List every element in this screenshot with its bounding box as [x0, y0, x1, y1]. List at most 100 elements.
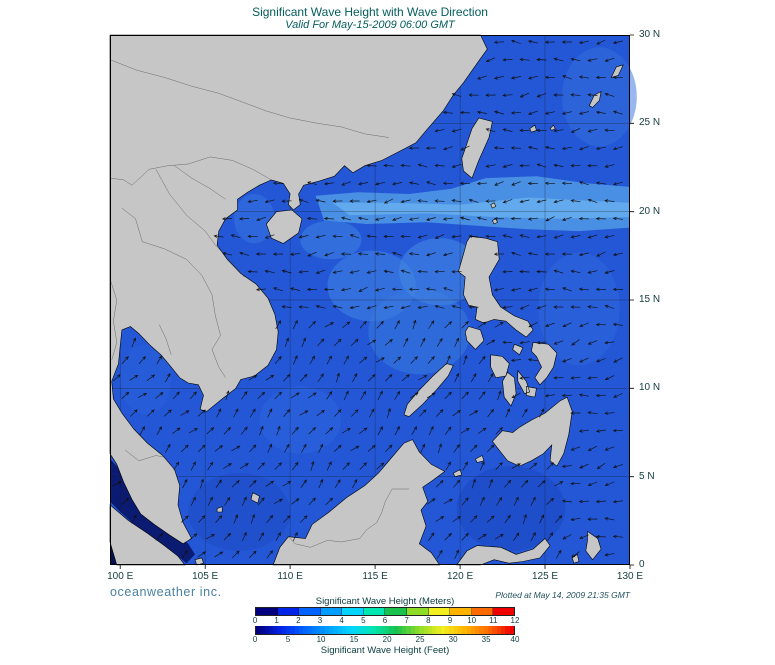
feet-colorbar-cell: [354, 626, 360, 634]
feet-colorbar-cell: [500, 626, 506, 634]
feet-colorbar-cell: [402, 626, 407, 634]
feet-colorbar-cell: [466, 626, 471, 634]
feet-colorbar-cell: [432, 626, 437, 634]
feet-colorbar-cell: [397, 626, 403, 634]
meters-tick: 10: [467, 616, 477, 625]
lat-label: 15 N: [639, 294, 661, 305]
feet-colorbar-cell: [406, 626, 411, 634]
feet-colorbar-cell: [479, 626, 484, 634]
borders-layer: [109, 59, 410, 548]
feet-colorbar: [255, 626, 515, 635]
feet-colorbar-cell: [470, 626, 476, 634]
meters-tick: 9: [447, 616, 453, 625]
feet-colorbar-cell: [286, 626, 291, 634]
lon-label: 120 E: [446, 571, 474, 582]
meters-tick: 7: [404, 616, 409, 625]
legend-feet-label: Significant Wave Height (Feet): [320, 645, 450, 656]
oceanweather-logo-text: oceanweather inc.: [110, 585, 222, 599]
feet-colorbar-cell: [380, 626, 385, 634]
land-layer: [109, 34, 624, 566]
meters-colorbar-cell: [363, 608, 386, 615]
feet-colorbar-cell: [367, 626, 373, 634]
feet-colorbar-cell: [414, 626, 420, 634]
feet-colorbar-cell: [496, 626, 501, 634]
feet-tick-labels: 0 5 10 15 20 25 30 35 40: [252, 635, 520, 645]
meters-colorbar-cell: [407, 608, 429, 615]
feet-colorbar-cell: [268, 626, 274, 634]
feet-colorbar-cell: [372, 626, 377, 634]
feet-colorbar-cell: [320, 626, 325, 634]
feet-colorbar-cell: [281, 626, 287, 634]
feet-colorbar-cell: [277, 626, 282, 634]
plotted-timestamp: Plotted at May 14, 2009 21:35 GMT: [495, 590, 630, 600]
feet-colorbar-cell: [311, 626, 317, 634]
meters-colorbar-cell: [450, 608, 472, 615]
meters-tick: 6: [382, 616, 388, 625]
feet-colorbar-cell: [260, 626, 265, 634]
feet-colorbar-cell: [440, 626, 446, 634]
feet-tick: 0: [252, 635, 258, 644]
feet-colorbar-cell: [264, 626, 269, 634]
feet-colorbar-cell: [303, 626, 308, 634]
meters-tick: 1: [274, 616, 279, 625]
feet-colorbar-cell: [384, 626, 390, 634]
meters-tick: 4: [339, 616, 344, 625]
meters-colorbar-cell: [428, 608, 451, 615]
feet-tick: 10: [316, 635, 326, 644]
map-frame: [110, 35, 630, 565]
feet-colorbar-cell: [350, 626, 355, 634]
lat-label: 20 N: [639, 205, 661, 217]
legend-meters-label: Significant Wave Height (Meters): [315, 596, 455, 607]
feet-colorbar-cell: [389, 626, 394, 634]
meters-tick: 5: [361, 616, 366, 625]
feet-colorbar-cell: [453, 626, 458, 634]
feet-colorbar-cell: [341, 626, 347, 634]
lat-label: 0: [639, 559, 645, 570]
feet-colorbar-cell: [333, 626, 338, 634]
feet-colorbar-cell: [329, 626, 334, 634]
lat-label: 10 N: [639, 382, 661, 394]
meters-colorbar-cell: [342, 608, 364, 615]
feet-colorbar-cell: [488, 626, 493, 634]
lon-label: 105 E: [192, 571, 219, 582]
lon-label: 130 E: [616, 571, 644, 582]
feet-colorbar-cell: [509, 626, 514, 634]
valid-time-subtitle: Valid For May-15-2009 06:00 GMT: [285, 19, 455, 31]
meters-colorbar-cell: [471, 608, 494, 615]
meters-tick: 2: [296, 616, 301, 625]
lon-label: 110 E: [277, 571, 303, 582]
map-canvas: [109, 34, 637, 569]
meters-colorbar-cell: [385, 608, 408, 615]
feet-colorbar-cell: [505, 626, 510, 634]
feet-colorbar-cell: [324, 626, 330, 634]
meters-colorbar-cell: [493, 608, 514, 615]
lon-label: 100 E: [107, 571, 134, 582]
meters-colorbar-cell: [277, 608, 300, 615]
feet-colorbar-cell: [273, 626, 278, 634]
map-svg: [109, 34, 637, 569]
feet-tick: 30: [448, 635, 458, 644]
meters-tick: 12: [510, 616, 520, 625]
feet-colorbar-cell: [436, 626, 441, 634]
feet-tick: 5: [285, 635, 291, 644]
meters-colorbar: [255, 607, 515, 616]
lon-label: 125 E: [531, 571, 559, 582]
feet-colorbar-cell: [363, 626, 368, 634]
feet-colorbar-cell: [462, 626, 467, 634]
feet-tick: 40: [510, 635, 520, 644]
lat-label: 30 N: [639, 29, 661, 40]
feet-colorbar-cell: [337, 626, 342, 634]
feet-colorbar-cell: [445, 626, 450, 634]
feet-colorbar-cell: [298, 626, 304, 634]
meters-tick-labels: 0 1 2 3 4 5 6 7 8 9 10 11 12: [253, 616, 520, 626]
feet-colorbar-cell: [427, 626, 433, 634]
feet-colorbar-cell: [290, 626, 295, 634]
lat-label: 25 N: [639, 117, 661, 129]
meters-colorbar-cell: [299, 608, 321, 615]
feet-tick: 20: [382, 635, 392, 644]
feet-colorbar-cell: [359, 626, 364, 634]
feet-tick: 35: [481, 635, 491, 644]
lon-label: 115 E: [362, 571, 388, 582]
meters-colorbar-cell: [256, 608, 278, 615]
